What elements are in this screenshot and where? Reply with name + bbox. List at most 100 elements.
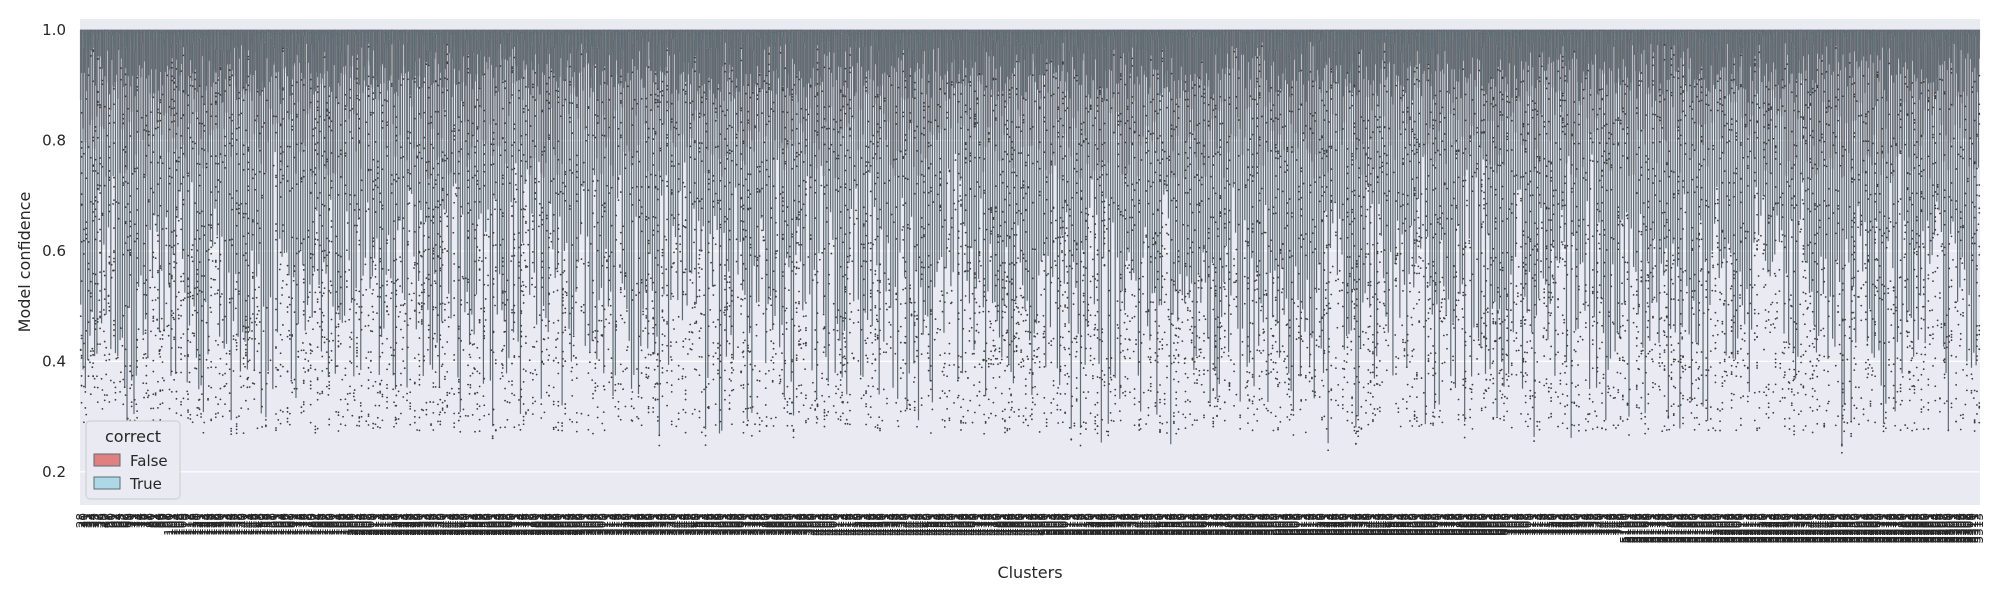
box-515-true (1078, 29, 1080, 86)
box (815, 29, 818, 169)
box (116, 29, 119, 99)
box-356-true (710, 29, 712, 79)
box-75-true (140, 29, 143, 69)
box (1432, 29, 1434, 50)
box-658-true (1409, 29, 1411, 67)
box-388-true (784, 29, 786, 45)
box-673-true (1443, 29, 1446, 52)
box-449-true (925, 29, 928, 95)
box-562-true (1186, 29, 1189, 92)
box-185-true (319, 29, 321, 74)
box-364-true (728, 29, 731, 65)
box (1041, 29, 1043, 45)
box-201-true (353, 29, 356, 80)
box (1388, 29, 1390, 48)
box-438-true (900, 29, 902, 61)
box (1175, 29, 1178, 51)
box-410-false (834, 29, 837, 373)
box-518-true (1085, 29, 1087, 76)
box-523-true (1096, 29, 1099, 90)
box-629-true (1342, 29, 1344, 97)
box-33-false (89, 29, 91, 336)
box (164, 29, 166, 40)
box-433-true (888, 29, 891, 77)
box-419-true (856, 29, 858, 63)
box-329-true (647, 29, 650, 42)
box (1402, 29, 1404, 44)
box-310-false (602, 29, 605, 374)
box-77-false (144, 29, 147, 320)
box-278-true (529, 29, 532, 95)
box-74-false (137, 29, 140, 287)
box-260-true (488, 29, 490, 58)
box-567-true (1198, 29, 1201, 78)
box (124, 29, 127, 49)
box (1286, 29, 1289, 44)
box-118-true (194, 29, 196, 70)
box-616-true (1311, 29, 1314, 47)
box-496-true (1034, 29, 1036, 83)
box-214-false (380, 29, 383, 338)
box-285-true (545, 29, 548, 65)
box-525-false (1100, 29, 1103, 443)
box (983, 29, 985, 47)
box (180, 29, 182, 40)
box (1124, 29, 1127, 44)
box-403-true (819, 29, 821, 86)
box (1242, 29, 1245, 42)
box-332-true (654, 29, 657, 72)
box-134-false (228, 29, 230, 273)
box (1267, 29, 1270, 53)
box-347-true (689, 29, 692, 85)
box-338-true (668, 29, 671, 56)
box (395, 29, 398, 51)
box-382-true (770, 29, 773, 91)
box-33-true (90, 29, 92, 51)
box-670-false (1436, 29, 1438, 305)
box-516-false (1079, 29, 1082, 429)
box (123, 29, 126, 174)
box-205-false (359, 29, 362, 371)
box-136-true (233, 29, 236, 48)
box-349-false (693, 29, 695, 209)
box-231-true (420, 29, 423, 88)
box-186-true (321, 29, 324, 79)
box-598-true (1270, 29, 1272, 66)
box-280-true (534, 29, 536, 55)
box-578-true (1223, 29, 1226, 75)
box (91, 29, 94, 120)
box-330-true (650, 29, 652, 71)
box (960, 29, 962, 49)
box (610, 29, 613, 53)
box-32-false (86, 29, 89, 361)
box-316-true (617, 29, 620, 84)
box (295, 29, 298, 43)
box-615-true (1309, 29, 1312, 43)
box (1372, 29, 1374, 43)
box-337-true (666, 29, 668, 48)
box (874, 29, 877, 44)
box-105-true (177, 29, 180, 91)
box-383-false (771, 29, 774, 331)
box-622-true (1325, 29, 1328, 65)
box-478-false (991, 29, 994, 304)
box-358-true (714, 29, 717, 99)
box-481-false (998, 29, 1001, 338)
box (1504, 29, 1506, 51)
box-380-true (765, 29, 768, 75)
box (110, 29, 112, 111)
box-407-false (827, 29, 830, 382)
box-187-true (323, 29, 326, 52)
box-272-true (515, 29, 518, 82)
box-325-true (638, 29, 641, 52)
box (365, 29, 368, 41)
box-206-true (363, 29, 365, 81)
box (174, 29, 177, 150)
box (879, 29, 881, 49)
box (1506, 29, 1508, 44)
box-674-true (1446, 29, 1448, 64)
box-68-false (123, 29, 126, 387)
box-385-true (777, 29, 779, 79)
box (328, 29, 331, 43)
box-216-true (386, 29, 388, 91)
